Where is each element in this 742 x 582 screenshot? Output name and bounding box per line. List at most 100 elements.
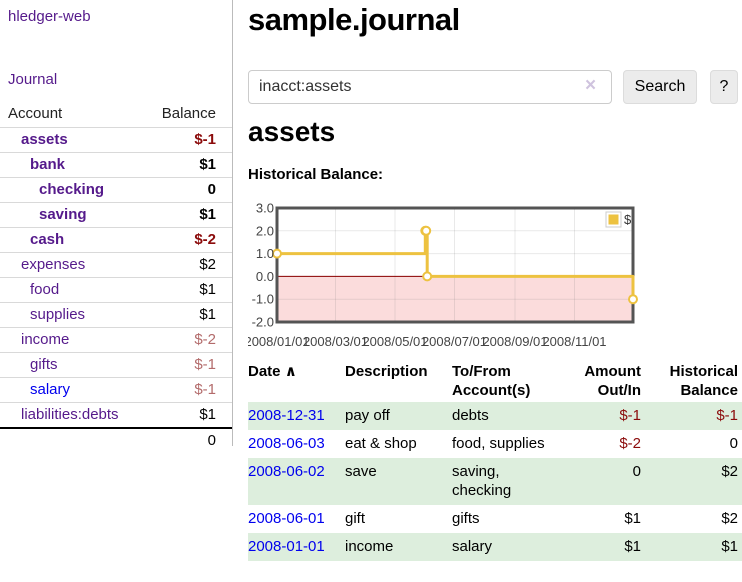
transaction-date-cell: 2008-06-03: [248, 430, 345, 458]
transaction-row: 2008-06-03 eat & shop food, supplies $-2 0: [248, 430, 742, 458]
account-row: assets $-1: [0, 127, 232, 153]
chart-heading: Historical Balance:: [248, 166, 384, 183]
account-balance: $-1: [145, 127, 232, 153]
account-name-cell: saving: [0, 202, 146, 228]
transaction-date-link[interactable]: 2008-06-02: [248, 463, 325, 480]
accounts-total-spacer: [0, 427, 146, 453]
accounts-col-account: Account: [8, 105, 63, 122]
account-row: supplies $1: [0, 302, 232, 328]
page-title: sample.journal: [248, 2, 460, 37]
register-table: Date ∧ Description To/From Account(s) Am…: [248, 360, 742, 561]
search-button[interactable]: Search: [623, 70, 697, 104]
y-tick-label: 2.0: [256, 223, 274, 238]
account-name-cell: income: [0, 327, 146, 353]
transaction-amount: $-1: [619, 407, 641, 424]
register-col-accounts: To/From Account(s): [452, 363, 531, 399]
transaction-balance: $-1: [716, 407, 738, 424]
register-col-balance: Historical Balance: [669, 363, 738, 399]
accounts-total-row: 0: [0, 427, 232, 453]
transaction-date-cell: 2008-01-01: [248, 533, 345, 561]
transaction-date-cell: 2008-06-01: [248, 505, 345, 533]
legend-label: $: [624, 212, 632, 227]
data-point-marker: [272, 248, 282, 259]
account-balance: $-1: [145, 377, 232, 403]
transaction-accounts: gifts: [452, 510, 480, 527]
account-balance: $-2: [145, 227, 232, 253]
legend-swatch: [608, 214, 619, 225]
register-col-date[interactable]: Date ∧: [248, 360, 345, 402]
x-tick-label: 2008/09/01: [482, 334, 547, 349]
transaction-date-link[interactable]: 2008-06-03: [248, 435, 325, 452]
account-link[interactable]: liabilities:debts: [21, 406, 119, 423]
accounts-total-value: 0: [145, 427, 232, 453]
account-name-cell: gifts: [0, 352, 146, 378]
chart-negative-region: [277, 276, 633, 322]
account-row: gifts $-1: [0, 352, 232, 378]
app-title-link[interactable]: hledger-web: [8, 8, 91, 25]
transaction-description: eat & shop: [345, 435, 417, 452]
transaction-accounts: food, supplies: [452, 435, 545, 452]
account-link[interactable]: food: [30, 281, 60, 298]
account-name-cell: salary: [0, 377, 146, 403]
x-tick-label: 2008/11/01: [542, 334, 606, 349]
account-name-cell: cash: [0, 227, 146, 253]
accounts-header-row: Account Balance: [0, 101, 232, 128]
transaction-amount: 0: [632, 463, 641, 480]
transaction-date-link[interactable]: 2008-12-31: [248, 407, 325, 424]
x-tick-label: 2008/01/01: [248, 334, 310, 349]
account-name-cell: expenses: [0, 252, 146, 278]
account-link[interactable]: salary: [30, 381, 71, 398]
transaction-accounts: salary: [452, 538, 493, 555]
account-link[interactable]: expenses: [21, 256, 86, 273]
account-link[interactable]: saving: [39, 206, 87, 223]
account-name-cell: bank: [0, 152, 146, 178]
search-form: × Search ?: [248, 70, 742, 104]
transaction-row: 2008-12-31 pay off debts $-1 $-1: [248, 402, 742, 430]
transaction-amount: $-2: [619, 435, 641, 452]
transaction-description: save: [345, 463, 377, 480]
data-point-marker: [628, 294, 638, 305]
accounts-col-balance: Balance: [161, 105, 216, 122]
account-balance: $-1: [145, 352, 232, 378]
transaction-accounts: debts: [452, 407, 489, 424]
y-tick-label: -1.0: [252, 292, 274, 307]
transaction-date-cell: 2008-12-31: [248, 402, 345, 430]
account-balance: $1: [145, 402, 232, 428]
account-row: income $-2: [0, 327, 232, 353]
help-button[interactable]: ?: [710, 70, 738, 104]
transaction-date-link[interactable]: 2008-06-01: [248, 510, 325, 527]
transaction-balance: $1: [721, 538, 738, 555]
y-tick-label: 0.0: [256, 269, 274, 284]
account-balance: $1: [145, 277, 232, 303]
account-link[interactable]: checking: [39, 181, 105, 198]
transaction-description: income: [345, 538, 394, 555]
account-link[interactable]: bank: [30, 156, 66, 173]
register-col-description: Description: [345, 363, 428, 380]
account-name-cell: checking: [0, 177, 146, 203]
main-content: sample.journal × Search ? assets Histori…: [248, 0, 742, 582]
transaction-balance: $2: [721, 510, 738, 527]
data-point-marker: [421, 225, 432, 236]
account-link[interactable]: supplies: [30, 306, 86, 323]
transaction-date-link[interactable]: 2008-01-01: [248, 538, 325, 555]
account-name-cell: liabilities:debts: [0, 402, 146, 428]
account-link[interactable]: assets: [21, 131, 68, 148]
account-link[interactable]: income: [21, 331, 70, 348]
register-header-row: Date ∧ Description To/From Account(s) Am…: [248, 360, 742, 402]
account-row: checking 0: [0, 177, 232, 203]
clear-search-icon[interactable]: ×: [585, 75, 597, 96]
account-name-cell: assets: [0, 127, 146, 153]
search-input[interactable]: [248, 70, 612, 104]
account-row: saving $1: [0, 202, 232, 228]
transaction-accounts: saving, checking: [452, 463, 512, 499]
sidebar-item-journal[interactable]: Journal: [8, 71, 58, 88]
account-name-cell: supplies: [0, 302, 146, 328]
account-link[interactable]: cash: [30, 231, 65, 248]
account-link[interactable]: gifts: [30, 356, 58, 373]
transaction-amount: $1: [624, 510, 641, 527]
account-row: bank $1: [0, 152, 232, 178]
data-point-marker: [422, 271, 433, 282]
account-balance: $2: [145, 252, 232, 278]
sort-asc-icon: ∧: [284, 363, 297, 380]
y-tick-label: -2.0: [252, 315, 274, 330]
